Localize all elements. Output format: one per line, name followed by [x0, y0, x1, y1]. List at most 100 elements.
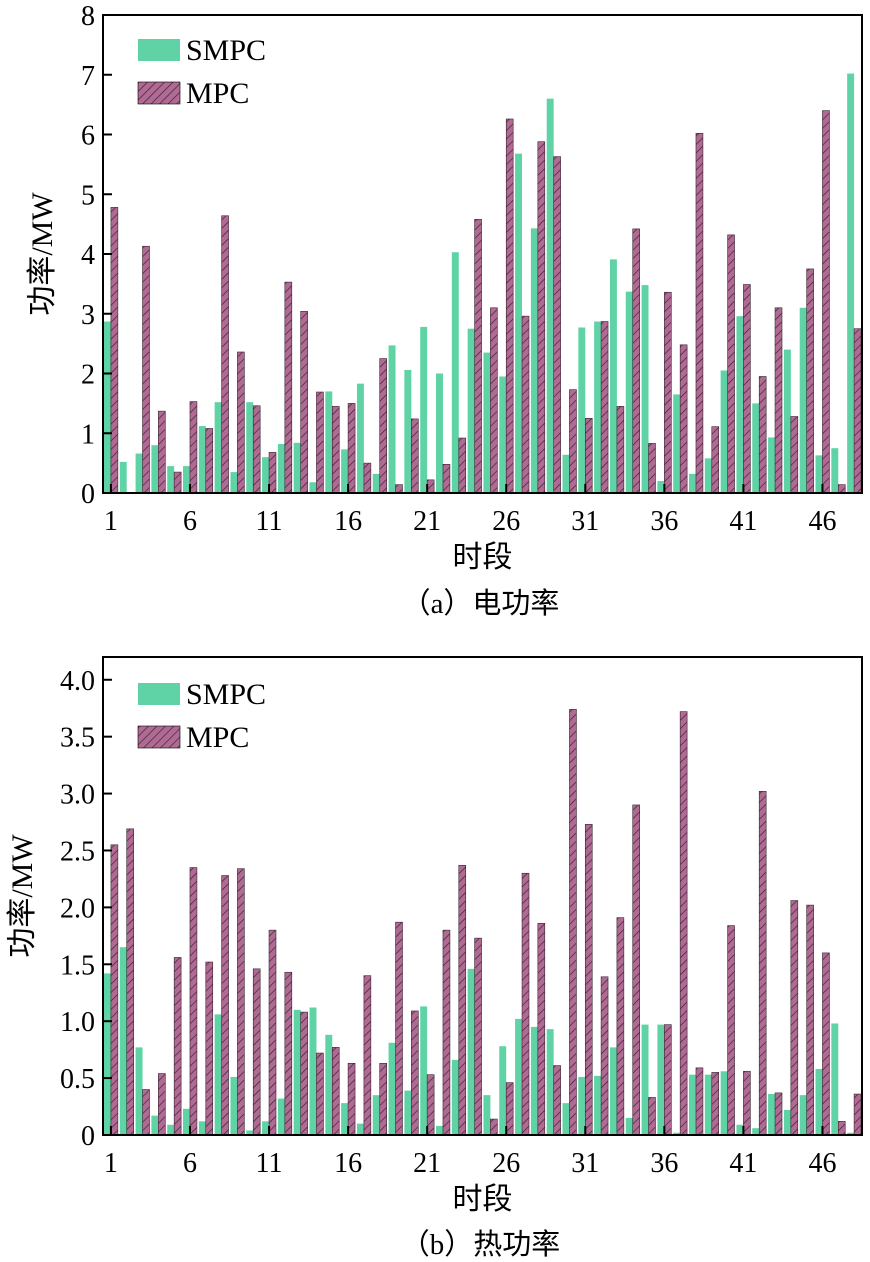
bar-mpc: [110, 844, 119, 1136]
bar-smpc: [325, 1034, 333, 1135]
bar-smpc: [752, 1128, 760, 1135]
bar-smpc: [720, 370, 728, 493]
bar-smpc: [689, 473, 696, 493]
bar-mpc: [790, 900, 799, 1136]
bar-smpc: [515, 153, 523, 493]
bar-mpc: [379, 358, 387, 494]
bar-mpc: [853, 1093, 862, 1136]
bar-smpc: [562, 454, 570, 493]
bar-mpc: [679, 344, 688, 494]
bar-mpc: [806, 268, 814, 494]
bar-smpc: [230, 1076, 238, 1135]
bar-mpc: [221, 215, 229, 494]
bar-smpc: [230, 472, 238, 493]
bar-smpc: [341, 1103, 349, 1135]
bar-smpc: [768, 1094, 776, 1135]
bar-mpc: [553, 1065, 561, 1136]
bar-smpc: [704, 1074, 712, 1135]
y-tick-label: 5: [81, 180, 95, 211]
bar-smpc: [388, 1042, 396, 1135]
bar-smpc: [831, 448, 839, 493]
y-tick-label: 2.0: [60, 893, 95, 924]
y-tick-label: 2: [81, 360, 95, 391]
bar-mpc: [316, 1052, 324, 1136]
bar-mpc: [695, 1067, 704, 1136]
bar-smpc: [341, 449, 349, 493]
bar-smpc: [467, 328, 475, 493]
bar-mpc: [411, 418, 419, 494]
bar-smpc: [720, 1071, 728, 1135]
y-tick-label: 0: [81, 1121, 95, 1152]
bar-mpc: [490, 307, 498, 494]
bar-mpc: [584, 823, 593, 1136]
bar-smpc: [546, 1029, 554, 1135]
bar-mpc: [284, 281, 293, 494]
bar-smpc: [372, 1095, 380, 1135]
legend-swatch-mpc: [137, 725, 181, 749]
bar-mpc: [537, 141, 546, 494]
bar-mpc: [790, 416, 799, 494]
bar-mpc: [632, 804, 640, 1136]
bar-mpc: [331, 406, 340, 494]
legend-label-smpc: SMPC: [186, 34, 266, 67]
bar-smpc: [246, 402, 254, 493]
bar-smpc: [609, 259, 617, 493]
bar-smpc: [578, 327, 586, 493]
bar-mpc: [173, 957, 182, 1136]
bars: [103, 709, 862, 1136]
bar-smpc: [546, 98, 554, 494]
bar-smpc: [420, 1006, 428, 1135]
bar-smpc: [277, 1098, 285, 1135]
bar-smpc: [372, 473, 380, 493]
bar-smpc: [578, 1076, 586, 1135]
bar-mpc: [553, 156, 561, 494]
bar-smpc: [103, 973, 111, 1135]
y-tick-label: 0: [81, 479, 95, 510]
bar-smpc: [594, 321, 602, 493]
y-tick-label: 3: [81, 300, 95, 331]
legend-label-mpc: MPC: [186, 77, 249, 110]
bar-smpc: [183, 466, 190, 493]
bar-mpc: [300, 311, 308, 494]
bars: [103, 73, 862, 494]
y-axis-label: 功率/MW: [26, 192, 59, 316]
bar-mpc: [363, 975, 372, 1136]
bar-smpc: [451, 1059, 459, 1135]
bar-smpc: [625, 1117, 633, 1135]
x-tick-label: 1: [104, 1148, 118, 1179]
bar-mpc: [411, 1010, 419, 1136]
bar-mpc: [758, 790, 767, 1136]
bar-smpc: [325, 391, 333, 493]
bar-mpc: [458, 864, 467, 1136]
bar-mpc: [426, 479, 435, 494]
bar-smpc: [404, 1090, 412, 1135]
bar-smpc: [103, 321, 111, 493]
bar-mpc: [616, 917, 625, 1136]
bar-mpc: [822, 110, 830, 494]
bar-smpc: [625, 291, 633, 493]
bar-mpc: [173, 471, 182, 494]
bar-mpc: [205, 961, 214, 1136]
x-axis-label: 时段: [453, 1183, 513, 1216]
bar-mpc: [584, 418, 593, 494]
bar-mpc: [189, 867, 198, 1136]
bar-smpc: [736, 316, 744, 493]
bar-mpc: [142, 1089, 150, 1136]
bar-smpc: [214, 1014, 222, 1135]
bar-mpc: [363, 462, 372, 494]
bar-smpc: [119, 947, 127, 1135]
bar-mpc: [664, 291, 672, 494]
bar-smpc: [183, 1108, 190, 1135]
bar-smpc: [483, 352, 491, 493]
bar-smpc: [151, 445, 159, 493]
bar-mpc: [758, 376, 767, 494]
bar-mpc: [347, 1063, 356, 1136]
bar-mpc: [490, 1118, 498, 1136]
bar-smpc: [436, 373, 443, 493]
bar-smpc: [119, 461, 127, 493]
bar-mpc: [837, 484, 846, 494]
bar-smpc: [499, 376, 507, 493]
bar-smpc: [198, 1121, 206, 1135]
y-tick-label: 1.0: [60, 1007, 95, 1038]
bar-smpc: [530, 1026, 538, 1135]
